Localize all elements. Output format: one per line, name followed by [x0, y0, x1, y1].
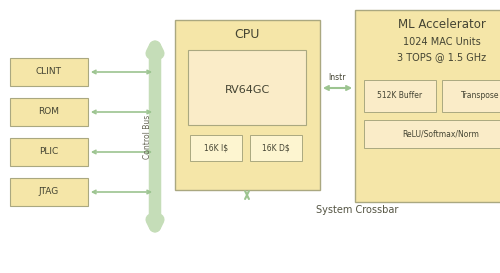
Bar	[250, 135, 302, 161]
Bar	[10, 138, 88, 166]
Bar	[10, 178, 88, 206]
Bar	[442, 80, 500, 112]
Bar	[10, 98, 88, 126]
Text: 16K I$: 16K I$	[204, 144, 228, 153]
Text: ML Accelerator: ML Accelerator	[398, 19, 486, 31]
Text: 1024 MAC Units: 1024 MAC Units	[403, 37, 481, 47]
Text: ROM: ROM	[38, 108, 60, 117]
Text: Control Bus: Control Bus	[144, 115, 152, 159]
Bar	[175, 20, 320, 190]
Text: CPU: CPU	[234, 28, 260, 41]
Text: PLIC: PLIC	[40, 147, 58, 156]
Bar	[190, 135, 242, 161]
Bar	[364, 80, 436, 112]
Bar	[188, 50, 306, 125]
Text: ReLU/Softmax/Norm: ReLU/Softmax/Norm	[402, 129, 479, 138]
Bar	[364, 120, 500, 148]
Text: 3 TOPS @ 1.5 GHz: 3 TOPS @ 1.5 GHz	[398, 52, 486, 62]
Text: RV64GC: RV64GC	[224, 85, 270, 95]
Text: CLINT: CLINT	[36, 67, 62, 76]
Bar	[10, 58, 88, 86]
Text: System Crossbar: System Crossbar	[316, 205, 398, 215]
Text: Transpose: Transpose	[461, 91, 499, 100]
Text: 16K D$: 16K D$	[262, 144, 290, 153]
Text: Instr: Instr	[328, 73, 346, 82]
Text: 512K Buffer: 512K Buffer	[378, 91, 422, 100]
Text: JTAG: JTAG	[39, 188, 59, 197]
Bar	[355, 10, 500, 202]
